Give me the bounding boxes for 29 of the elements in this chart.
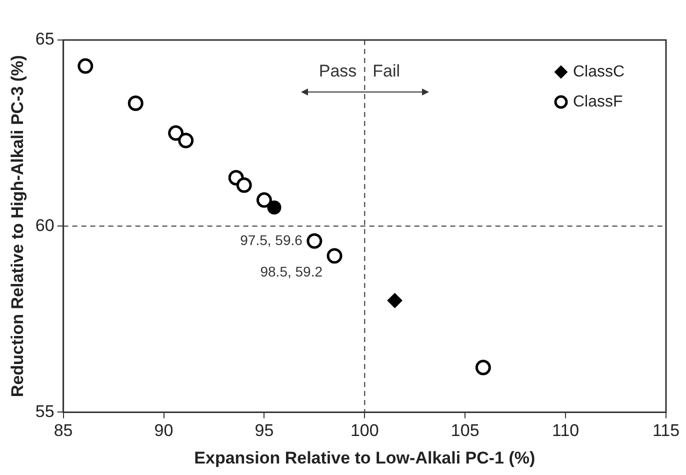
legend-label: ClassF (573, 93, 624, 110)
point (475, 360, 491, 376)
x-axis-title: Expansion Relative to Low-Alkali PC-1 (%) (194, 448, 536, 468)
point (256, 192, 272, 208)
annotation: 98.5, 59.2 (260, 264, 323, 280)
point (387, 293, 402, 308)
x-tick-label: 105 (450, 421, 480, 440)
point (236, 177, 252, 193)
annotation: 97.5, 59.6 (240, 232, 303, 248)
annotation: Pass (318, 62, 357, 81)
point (78, 58, 94, 74)
x-tick-label: 115 (652, 421, 680, 440)
x-tick-label: 95 (254, 421, 274, 440)
point (326, 248, 342, 264)
x-tick-label: 90 (154, 421, 174, 440)
point (128, 96, 144, 112)
legend-label: ClassC (573, 63, 625, 80)
point (168, 125, 184, 141)
x-tick-label: 110 (552, 421, 580, 440)
x-tick-label: 85 (54, 421, 73, 440)
point (178, 132, 194, 148)
point (267, 200, 282, 214)
point (306, 233, 322, 249)
y-tick-label: 60 (35, 216, 54, 235)
y-tick-label: 55 (35, 402, 54, 421)
y-axis-title: Reduction Relative to High-Alkali PC-3 (%) (8, 55, 27, 398)
x-tick-label: 100 (350, 421, 379, 440)
annotation: Fail (372, 62, 400, 81)
y-tick-label: 65 (35, 30, 54, 49)
